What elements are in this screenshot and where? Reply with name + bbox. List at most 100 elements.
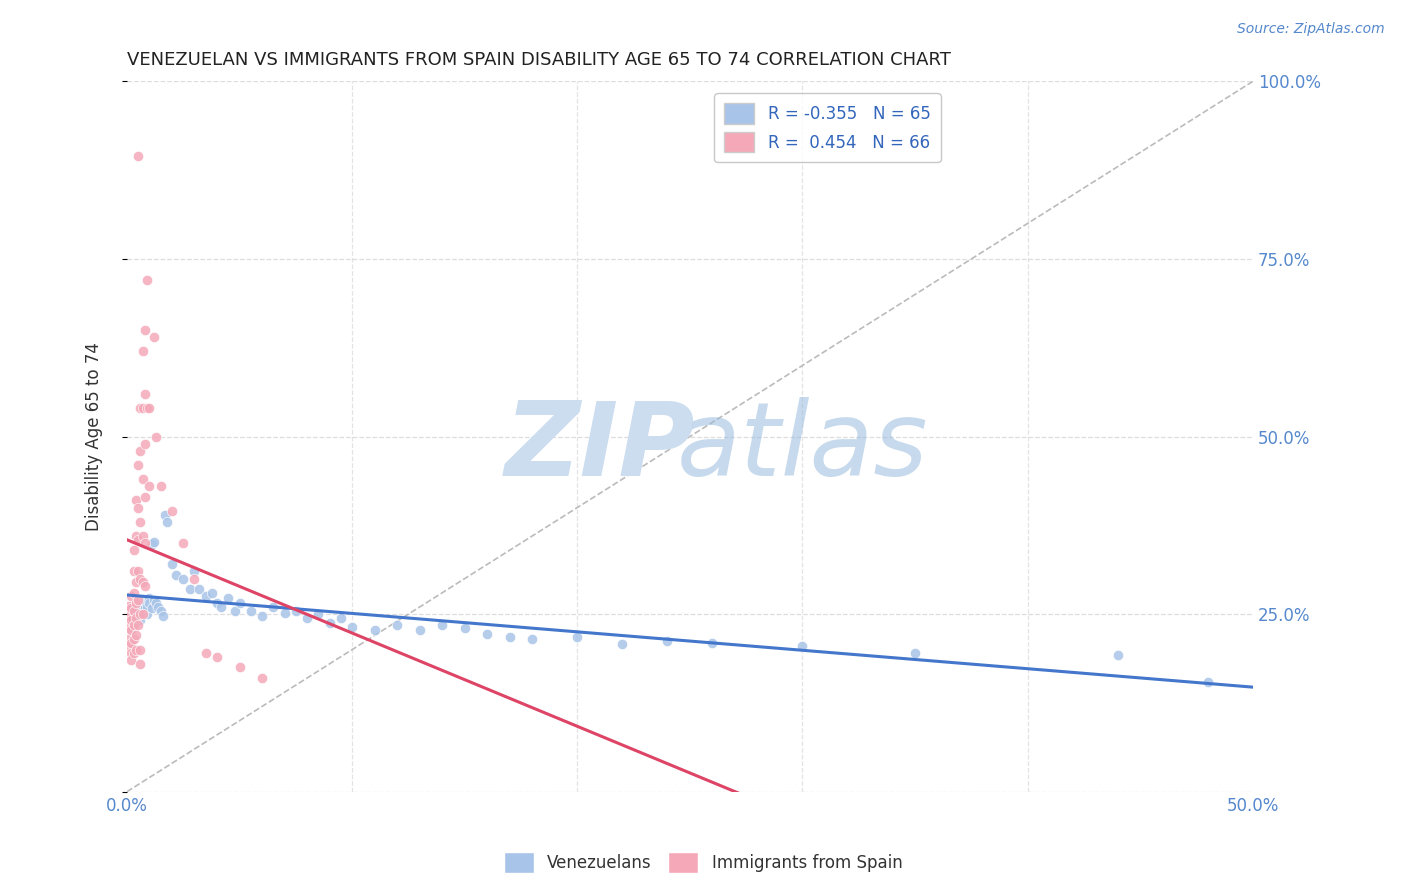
Point xyxy=(129,608,152,623)
Point xyxy=(273,606,295,620)
Point xyxy=(127,610,149,624)
Point xyxy=(125,575,148,590)
Point xyxy=(239,603,262,617)
Text: Source: ZipAtlas.com: Source: ZipAtlas.com xyxy=(1237,22,1385,37)
Point xyxy=(122,632,145,646)
Point xyxy=(217,591,239,606)
Point xyxy=(122,603,145,617)
Point xyxy=(329,610,352,624)
Point xyxy=(194,590,217,604)
Point xyxy=(211,600,233,615)
Point xyxy=(118,608,141,623)
Point xyxy=(205,649,228,664)
Point xyxy=(318,615,340,630)
Point xyxy=(136,607,159,621)
Point xyxy=(250,608,273,623)
Point xyxy=(129,642,152,657)
Point xyxy=(145,429,167,443)
Point xyxy=(131,472,153,486)
Point xyxy=(129,515,152,529)
Point xyxy=(228,660,250,674)
Point xyxy=(129,607,152,621)
Point xyxy=(148,600,170,615)
Point xyxy=(129,443,152,458)
Point xyxy=(194,646,217,660)
Point xyxy=(1197,674,1219,689)
Text: atlas: atlas xyxy=(676,397,928,497)
Point xyxy=(142,330,165,344)
Point xyxy=(138,401,160,416)
Point xyxy=(172,572,194,586)
Point xyxy=(165,568,187,582)
Point xyxy=(262,600,284,615)
Point xyxy=(142,534,165,549)
Point xyxy=(205,597,228,611)
Point xyxy=(120,613,142,627)
Point xyxy=(136,600,159,615)
Point xyxy=(134,594,156,608)
Point xyxy=(224,603,246,617)
Point xyxy=(153,508,176,522)
Point xyxy=(122,565,145,579)
Point xyxy=(129,572,152,586)
Point xyxy=(477,627,499,641)
Point xyxy=(120,601,142,615)
Point xyxy=(131,344,153,359)
Point xyxy=(295,610,318,624)
Point xyxy=(612,637,634,651)
Text: ZIP: ZIP xyxy=(505,397,695,498)
Point xyxy=(122,543,145,558)
Point xyxy=(138,591,160,606)
Point xyxy=(499,630,522,644)
Point xyxy=(152,608,174,623)
Point xyxy=(127,565,149,579)
Point xyxy=(1107,648,1129,663)
Legend: Venezuelans, Immigrants from Spain: Venezuelans, Immigrants from Spain xyxy=(496,846,910,880)
Point xyxy=(120,623,142,637)
Point xyxy=(188,582,211,597)
Point xyxy=(125,628,148,642)
Point xyxy=(340,620,363,634)
Point xyxy=(134,387,156,401)
Point xyxy=(120,635,142,649)
Point xyxy=(127,149,149,163)
Point xyxy=(142,593,165,607)
Point xyxy=(138,597,160,611)
Point xyxy=(125,607,148,621)
Point xyxy=(134,490,156,504)
Point xyxy=(122,617,145,632)
Point xyxy=(127,500,149,515)
Point xyxy=(125,610,148,624)
Legend: R = -0.355   N = 65, R =  0.454   N = 66: R = -0.355 N = 65, R = 0.454 N = 66 xyxy=(714,94,941,162)
Point xyxy=(408,623,430,637)
Point xyxy=(201,586,224,600)
Point xyxy=(120,646,142,660)
Point xyxy=(141,601,163,615)
Point xyxy=(136,401,159,416)
Point xyxy=(131,529,153,543)
Point xyxy=(138,479,160,493)
Point xyxy=(129,401,152,416)
Point xyxy=(183,572,205,586)
Point xyxy=(657,634,679,648)
Point xyxy=(228,597,250,611)
Point xyxy=(125,597,148,611)
Point xyxy=(307,607,329,621)
Point xyxy=(160,504,183,518)
Point xyxy=(120,590,142,604)
Point xyxy=(179,582,201,597)
Point xyxy=(120,653,142,667)
Point xyxy=(129,657,152,671)
Point xyxy=(136,273,159,287)
Point xyxy=(131,401,153,416)
Point xyxy=(149,479,172,493)
Point xyxy=(454,621,477,635)
Point xyxy=(118,621,141,635)
Text: VENEZUELAN VS IMMIGRANTS FROM SPAIN DISABILITY AGE 65 TO 74 CORRELATION CHART: VENEZUELAN VS IMMIGRANTS FROM SPAIN DISA… xyxy=(127,51,950,69)
Point xyxy=(385,617,408,632)
Point xyxy=(120,600,142,615)
Point xyxy=(125,614,148,628)
Point xyxy=(129,613,152,627)
Point xyxy=(904,646,927,660)
Point xyxy=(430,617,453,632)
